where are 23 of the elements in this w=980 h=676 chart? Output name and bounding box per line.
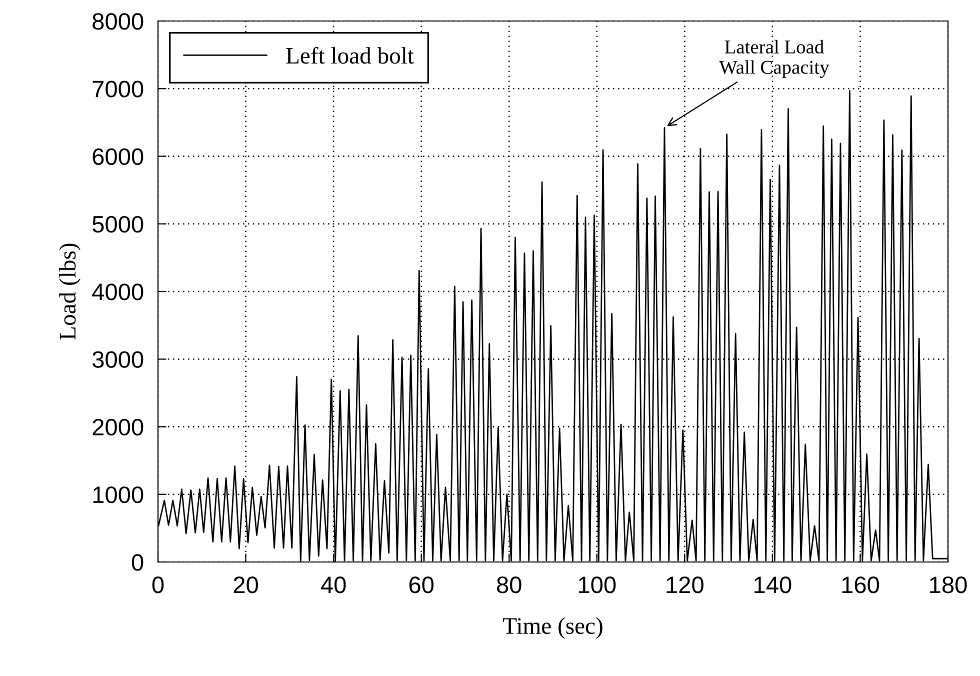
y-tick-label: 4000 — [92, 284, 144, 300]
x-tick-label: 140 — [754, 576, 792, 594]
x-tick-label: 160 — [842, 576, 879, 594]
x-tick-label: 120 — [666, 576, 704, 594]
x-tick-label: 100 — [578, 576, 616, 594]
y-tick-label: 3000 — [92, 351, 144, 368]
legend-label: Left load bolt — [286, 46, 414, 64]
annotation: Lateral Load Wall Capacity — [719, 40, 830, 78]
x-tick-label: 80 — [497, 576, 522, 594]
y-axis-title: Load (lbs) — [59, 244, 80, 340]
x-axis-title: Time (sec) — [503, 617, 602, 639]
y-tick-label: 0 — [132, 554, 144, 571]
y-tick-label: 1000 — [93, 486, 144, 504]
x-tick-label: 180 — [930, 576, 967, 594]
y-tick-label: 6000 — [92, 148, 144, 166]
y-tick-label: 5000 — [92, 216, 144, 233]
x-tick-label: 40 — [320, 576, 346, 594]
y-tick-label: 8000 — [92, 13, 144, 30]
x-tick-label: 60 — [409, 576, 434, 594]
x-tick-label: 20 — [234, 576, 258, 594]
y-tick-label: 7000 — [92, 80, 144, 98]
x-tick-label: 0 — [152, 576, 164, 594]
y-tick-label: 2000 — [92, 418, 144, 436]
